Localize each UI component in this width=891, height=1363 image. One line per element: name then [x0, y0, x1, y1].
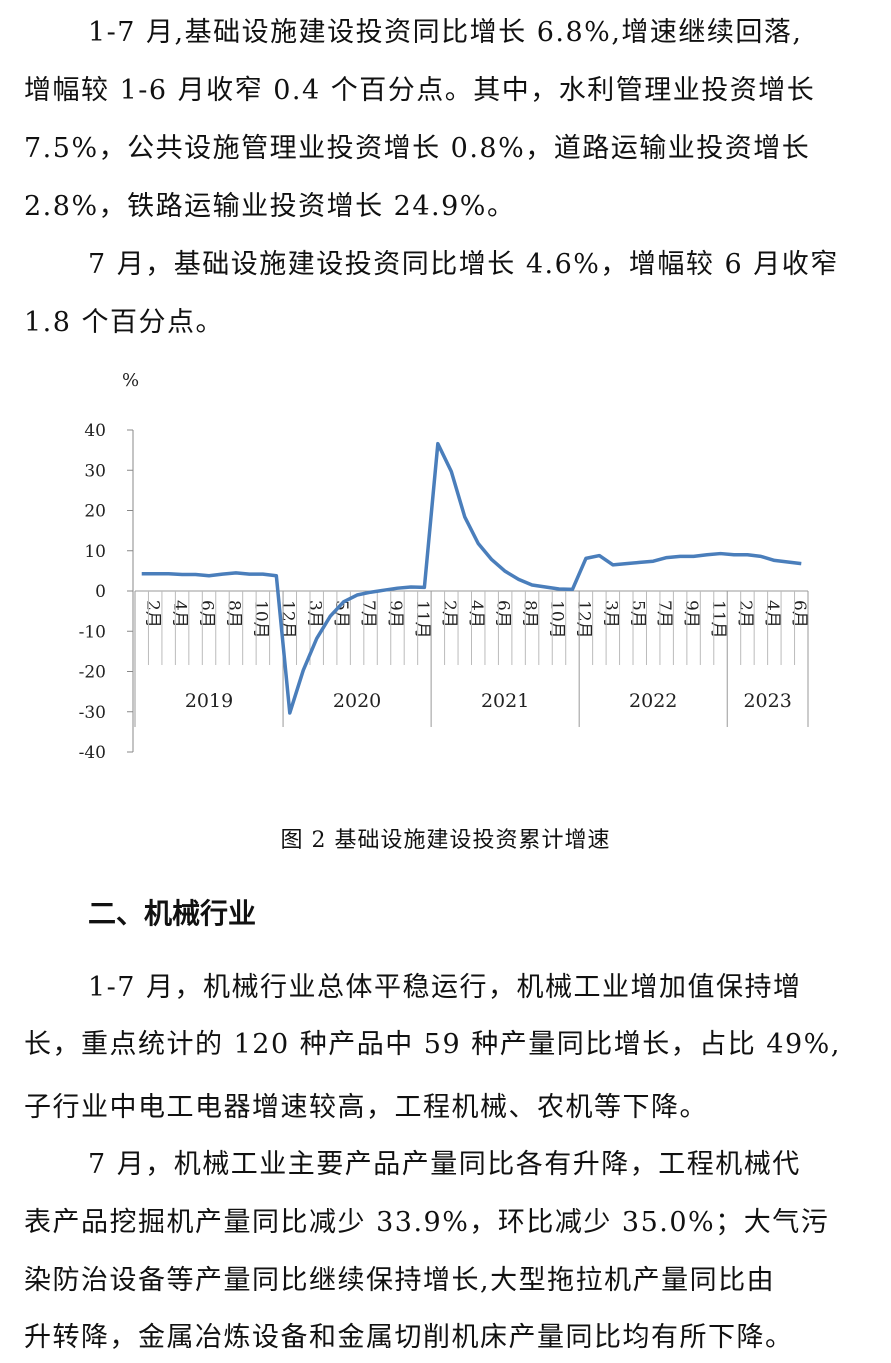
x-tick-label: 10月: [250, 600, 270, 639]
figure-caption: 图 2 基础设施建设投资累计增速: [280, 828, 611, 853]
x-tick-label: 7月: [358, 600, 378, 628]
x-tick-label: 2月: [143, 600, 163, 628]
paragraph-line: 7.5%，公共设施管理业投资增长 0.8%，道路运输业投资增长: [24, 133, 811, 164]
x-tick-label: 9月: [385, 600, 405, 628]
x-tick-label: 9月: [681, 600, 701, 628]
x-tick-label: 11月: [412, 600, 432, 639]
year-label: 2019: [185, 690, 233, 712]
data-line: [141, 441, 802, 715]
year-label: 2023: [743, 690, 791, 712]
y-tick-label: 40: [84, 421, 106, 441]
x-tick-label: 3月: [304, 600, 324, 628]
y-tick-label: 20: [84, 502, 106, 522]
y-tick-label: 10: [84, 542, 106, 562]
x-tick-label: 3月: [600, 600, 620, 628]
x-tick-label: 4月: [466, 600, 486, 628]
x-tick-label: 6月: [789, 600, 809, 628]
year-label: 2022: [629, 690, 677, 712]
x-tick-label: 2月: [439, 600, 459, 628]
y-tick-label: -20: [79, 663, 106, 683]
paragraph-line: 增幅较 1-6 月收窄 0.4 个百分点。其中，水利管理业投资增长: [24, 75, 816, 106]
y-tick-label: -40: [79, 743, 106, 763]
paragraph-line: 子行业中电工电器增速较高，工程机械、农机等下降。: [24, 1092, 708, 1123]
paragraph-line: 长，重点统计的 120 种产品中 59 种产量同比增长，占比 49%,: [24, 1029, 841, 1060]
paragraph-line: 7 月，机械工业主要产品产量同比各有升降，工程机械代: [88, 1149, 801, 1180]
paragraph-line: 表产品挖掘机产量同比减少 33.9%，环比减少 35.0%；大气污: [24, 1207, 830, 1238]
x-tick-label: 8月: [520, 600, 540, 628]
paragraph-line: 7 月，基础设施建设投资同比增长 4.6%，增幅较 6 月收窄: [88, 249, 839, 280]
x-tick-label: 6月: [197, 600, 217, 628]
x-tick-label: 5月: [627, 600, 647, 628]
x-tick-label: 4月: [170, 600, 190, 628]
x-tick-label: 7月: [654, 600, 674, 628]
x-tick-label: 8月: [223, 600, 243, 628]
section-heading: 二、机械行业: [88, 897, 257, 930]
x-tick-label: 11月: [708, 600, 728, 639]
paragraph-line: 染防治设备等产量同比继续保持增长,大型拖拉机产量同比由: [24, 1265, 776, 1296]
y-tick-label: -10: [79, 622, 106, 642]
year-label: 2021: [481, 690, 529, 712]
paragraph-line: 1-7 月，机械行业总体平稳运行，机械工业增加值保持增: [88, 972, 802, 1003]
y-axis-unit: %: [122, 370, 139, 391]
x-tick-label: 4月: [762, 600, 782, 628]
x-tick-label: 2月: [735, 600, 755, 628]
y-tick-label: 0: [95, 582, 106, 602]
x-tick-label: 10月: [547, 600, 567, 639]
paragraph-line: 1.8 个百分点。: [24, 307, 225, 338]
x-tick-label: 12月: [573, 600, 593, 639]
year-label: 2020: [333, 690, 381, 712]
x-tick-label: 5月: [331, 600, 351, 628]
y-tick-label: 30: [84, 461, 106, 481]
paragraph-line: 2.8%，铁路运输业投资增长 24.9%。: [24, 191, 516, 222]
paragraph-line: 升转降，金属冶炼设备和金属切削机床产量同比均有所下降。: [24, 1322, 794, 1353]
y-tick-label: -30: [79, 703, 106, 723]
x-tick-label: 6月: [493, 600, 513, 628]
paragraph-line: 1-7 月,基础设施建设投资同比增长 6.8%,增速继续回落,: [88, 17, 803, 48]
